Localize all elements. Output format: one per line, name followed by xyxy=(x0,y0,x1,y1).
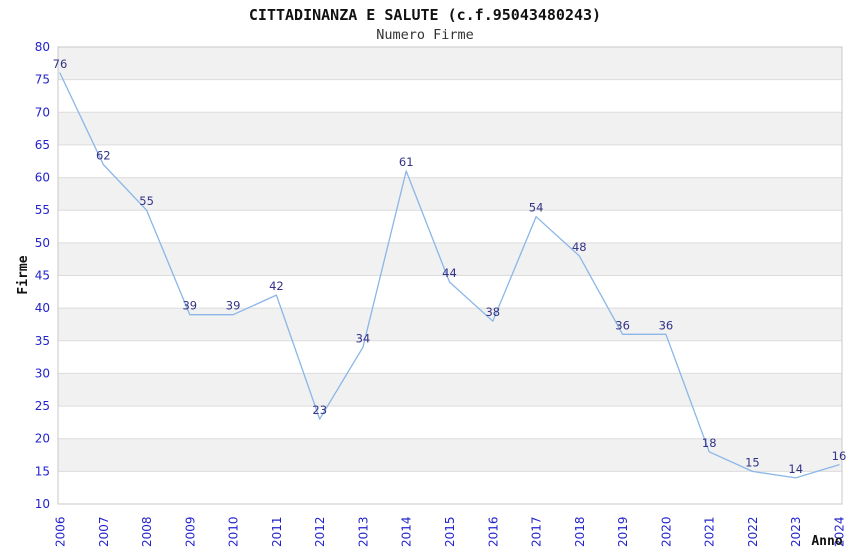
data-label: 42 xyxy=(269,279,284,293)
y-tick-label: 60 xyxy=(35,171,50,185)
data-line xyxy=(59,72,840,479)
x-tick-label: 2023 xyxy=(789,516,803,547)
plot-band xyxy=(58,112,842,145)
y-tick-label: 65 xyxy=(35,138,50,152)
data-label: 44 xyxy=(442,266,457,280)
x-tick-label: 2006 xyxy=(54,516,68,547)
chart-subtitle: Numero Firme xyxy=(376,27,474,43)
data-label: 54 xyxy=(529,201,544,215)
data-label: 38 xyxy=(485,305,500,319)
data-label: 76 xyxy=(53,57,68,71)
plot-band xyxy=(58,47,842,80)
data-label: 23 xyxy=(312,403,327,417)
x-tick-label: 2009 xyxy=(183,516,197,547)
y-tick-label: 35 xyxy=(35,334,50,348)
x-tick-label: 2012 xyxy=(313,516,327,547)
y-tick-label: 30 xyxy=(35,366,50,380)
plot-band xyxy=(58,308,842,341)
y-tick-label: 10 xyxy=(35,497,50,511)
data-label: 34 xyxy=(356,331,371,345)
y-tick-label: 40 xyxy=(35,301,50,315)
plot-band xyxy=(58,177,842,211)
y-tick-label: 25 xyxy=(35,399,50,413)
y-tick-label: 50 xyxy=(35,236,50,250)
x-tick-label: 2008 xyxy=(140,516,154,547)
x-tick-label: 2022 xyxy=(746,516,760,547)
data-label: 39 xyxy=(226,299,241,313)
plot-band xyxy=(58,438,842,472)
x-tick-label: 2019 xyxy=(616,516,630,547)
data-label: 14 xyxy=(788,462,803,476)
x-tick-label: 2018 xyxy=(573,516,587,547)
y-tick-label: 45 xyxy=(35,269,50,283)
x-tick-label: 2020 xyxy=(659,516,673,547)
y-tick-label: 55 xyxy=(35,203,50,217)
x-tick-label: 2014 xyxy=(400,516,414,547)
x-axis-title: Anno xyxy=(811,534,842,549)
x-tick-label: 2007 xyxy=(97,516,111,547)
data-label: 55 xyxy=(139,194,154,208)
plot-band xyxy=(58,242,842,276)
data-label: 18 xyxy=(702,436,717,450)
x-tick-label: 2010 xyxy=(227,516,241,547)
y-tick-label: 20 xyxy=(35,432,50,446)
chart-title: CITTADINANZA E SALUTE (c.f.95043480243) xyxy=(248,6,602,24)
data-label: 36 xyxy=(659,318,674,332)
data-label: 61 xyxy=(399,155,414,169)
data-label: 16 xyxy=(832,449,847,463)
x-tick-label: 2017 xyxy=(530,516,544,547)
data-label: 62 xyxy=(96,149,111,163)
plot-band xyxy=(58,373,842,407)
data-label: 39 xyxy=(182,299,197,313)
x-tick-label: 2016 xyxy=(486,516,500,547)
y-tick-label: 15 xyxy=(35,464,50,478)
x-tick-label: 2013 xyxy=(356,516,370,547)
data-label: 48 xyxy=(572,240,587,254)
x-tick-label: 2021 xyxy=(703,516,717,547)
y-tick-label: 70 xyxy=(35,105,50,119)
y-axis-title: Firme xyxy=(16,255,31,294)
y-tick-label: 75 xyxy=(35,73,50,87)
x-tick-label: 2015 xyxy=(443,516,457,547)
x-tick-label: 2024 xyxy=(833,516,847,547)
data-label: 36 xyxy=(615,318,630,332)
x-tick-label: 2011 xyxy=(270,516,284,547)
y-tick-label: 80 xyxy=(35,40,50,54)
data-label: 15 xyxy=(745,455,760,469)
plot-border xyxy=(57,46,843,505)
